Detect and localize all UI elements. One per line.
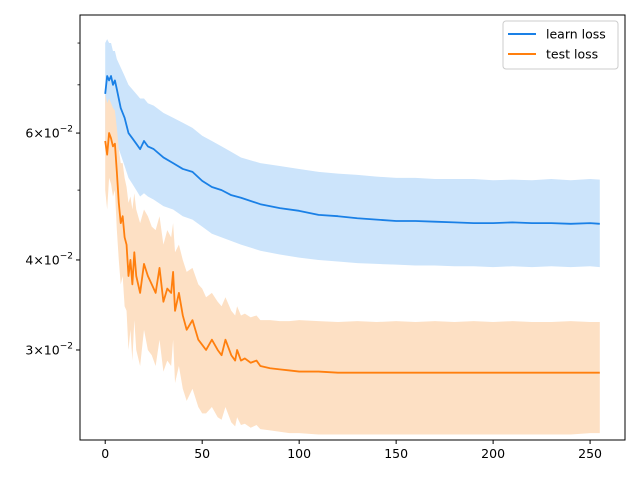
- learn-loss-band: [105, 39, 600, 268]
- legend: learn loss test loss: [502, 20, 619, 70]
- x-tick-label: 150: [384, 446, 408, 461]
- legend-label-test-loss: test loss: [546, 47, 598, 62]
- learn-loss-line: [104, 75, 600, 225]
- x-tick-label: 0: [101, 446, 109, 461]
- x-tick-label: 100: [287, 446, 311, 461]
- x-tick-label: 50: [194, 446, 210, 461]
- x-axis: 0 50 100 150 200 250: [101, 440, 602, 461]
- test-loss-line: [104, 132, 600, 374]
- legend-label-learn-loss: learn loss: [546, 27, 606, 42]
- x-tick-label: 250: [578, 446, 602, 461]
- series-lines: [104, 75, 600, 374]
- plot-area-frame: [79, 14, 626, 441]
- x-tick-label: 200: [481, 446, 505, 461]
